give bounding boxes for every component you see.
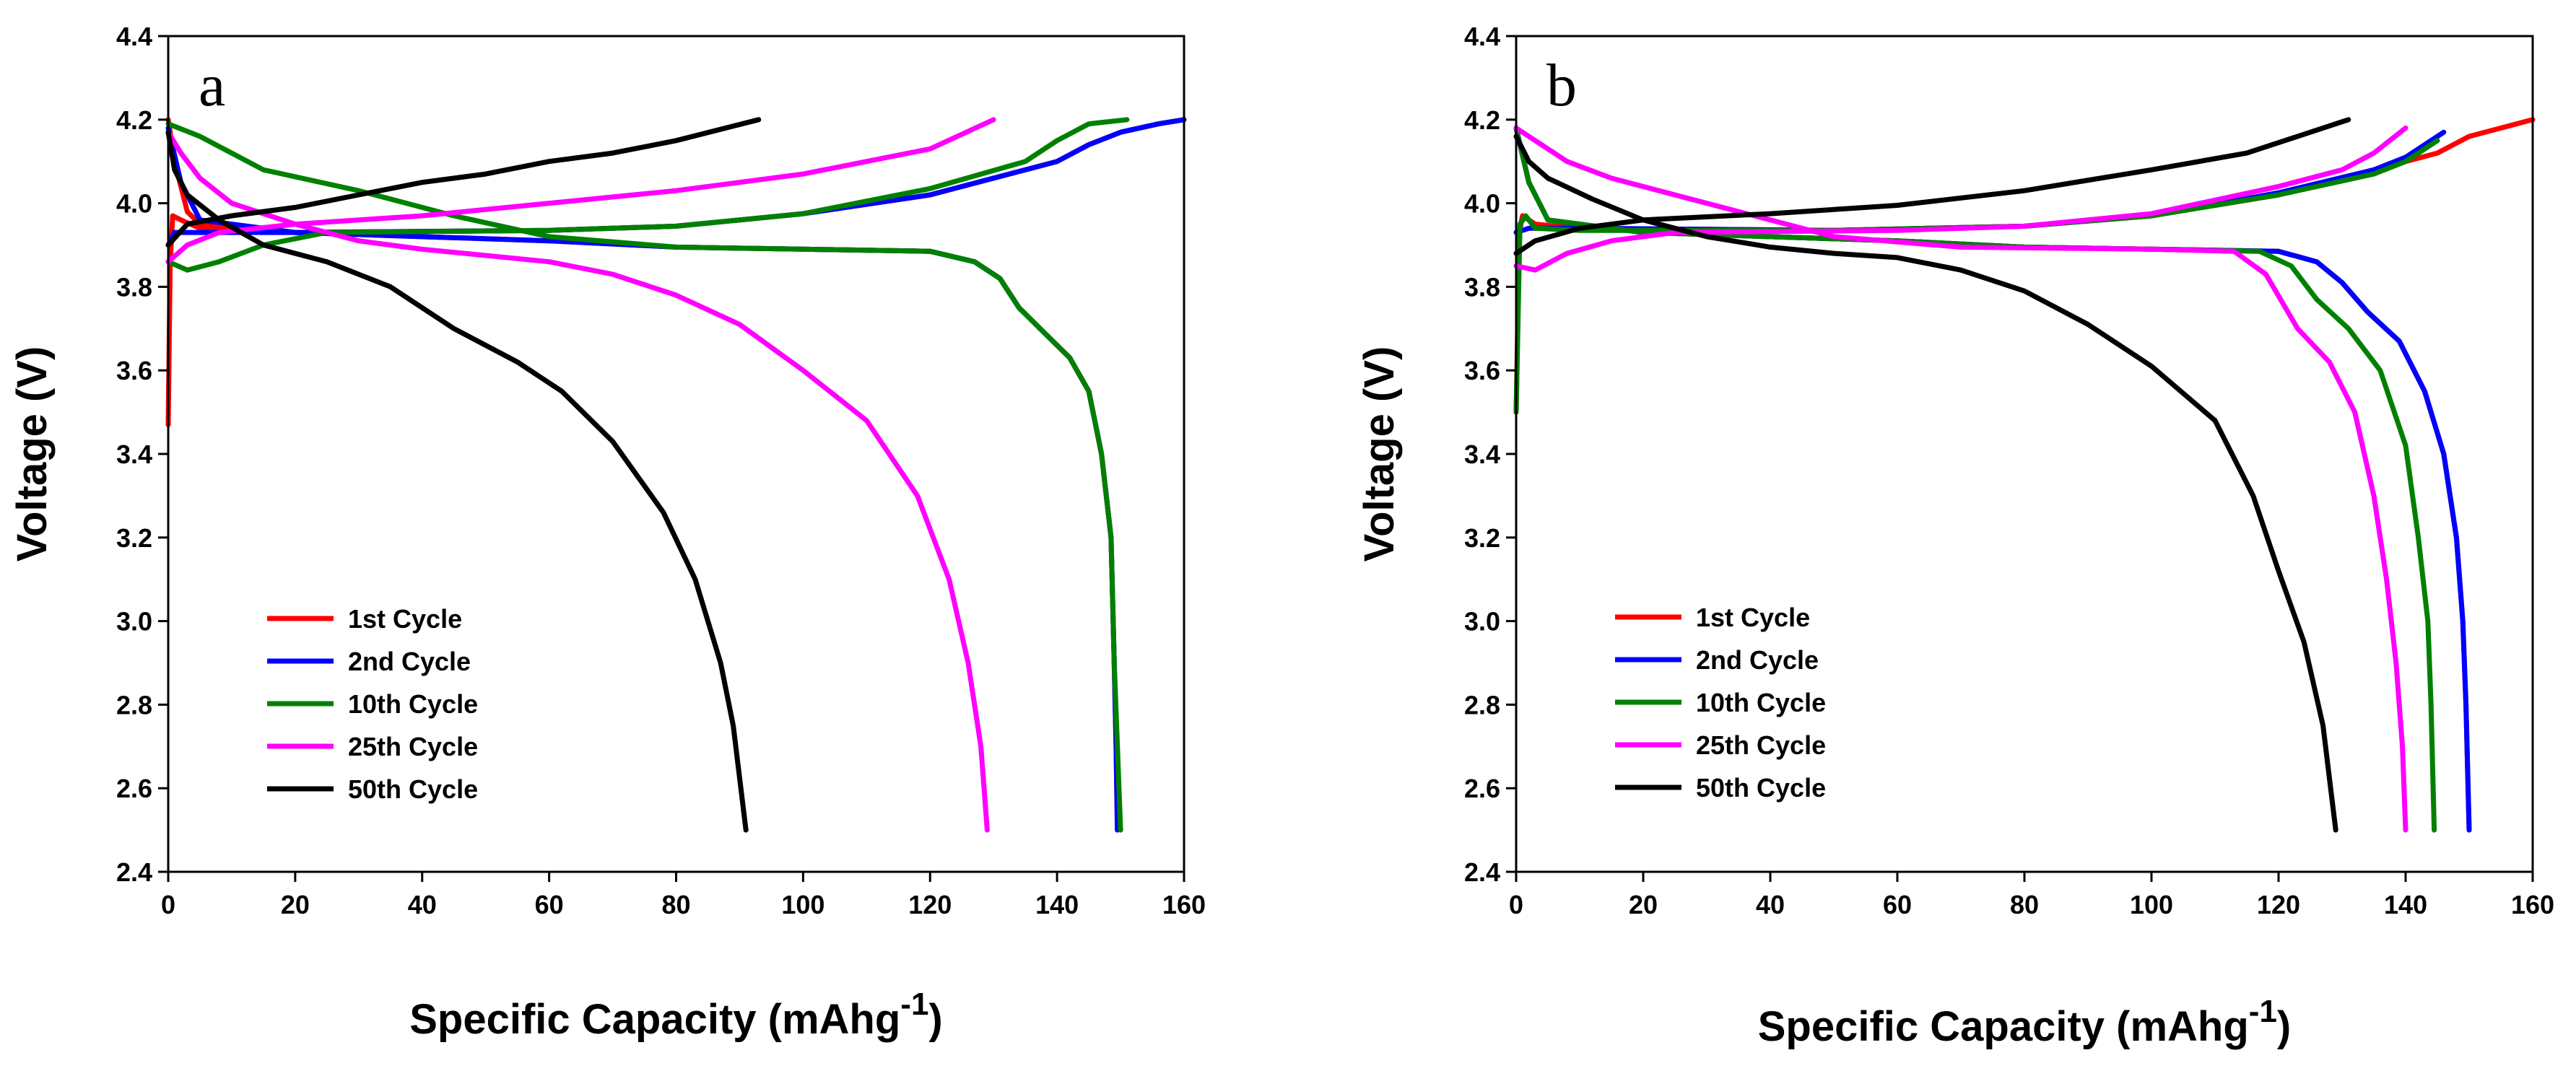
series-line-25th-cycle-discharge xyxy=(165,129,990,833)
legend: 1st Cycle 2nd Cycle 10th Cycle 25th Cycle 50… xyxy=(1615,603,1826,803)
legend-label-50th-cycle: 50th Cycle xyxy=(348,774,478,804)
x-tick-label: 120 xyxy=(908,890,952,919)
series-line-10th-cycle-charge xyxy=(165,117,1130,273)
x-tick-label: 60 xyxy=(535,890,564,919)
chart-panel-b: 0 20 40 60 80 100 120 140 160 2.4 2.6 2.8 3.0 3.2 3.4 3… xyxy=(1356,22,2554,1050)
y-tick-label: 4.0 xyxy=(116,189,152,219)
y-tick-label: 3.6 xyxy=(1464,356,1500,385)
y-tick-label: 2.8 xyxy=(1464,690,1500,720)
y-tick-label: 3.0 xyxy=(116,607,152,637)
panel-label: a xyxy=(199,52,225,119)
series-group xyxy=(1513,117,2536,833)
y-tick-label: 2.6 xyxy=(116,774,152,803)
x-tick-label: 20 xyxy=(1629,890,1658,919)
y-axis-title: Voltage (V) xyxy=(9,346,56,562)
y-tick-label: 3.2 xyxy=(1464,523,1500,553)
y-tick-label: 4.0 xyxy=(1464,189,1500,219)
x-tick-label: 160 xyxy=(2511,890,2554,919)
x-axis-title-superscript: -1 xyxy=(2249,994,2277,1029)
legend-label-25th-cycle: 25th Cycle xyxy=(1696,730,1826,760)
x-axis-title-superscript: -1 xyxy=(900,987,928,1022)
y-tick-label: 3.8 xyxy=(116,272,152,302)
series-line-50th-cycle-charge xyxy=(1513,117,2351,256)
series-line-50th-cycle-discharge xyxy=(1513,134,2338,833)
x-tick-label: 0 xyxy=(1509,890,1523,919)
series-line-1st-cycle-charge xyxy=(165,117,1187,427)
x-tick-label: 120 xyxy=(2257,890,2300,919)
legend-label-1st-cycle: 1st Cycle xyxy=(348,604,462,634)
y-tick-label: 4.4 xyxy=(1464,22,1500,51)
x-tick-label: 60 xyxy=(1883,890,1912,919)
y-tick-label: 4.2 xyxy=(116,105,152,135)
y-tick-label: 2.4 xyxy=(116,857,152,887)
x-tick-label: 40 xyxy=(408,890,437,919)
series-line-25th-cycle-charge xyxy=(1513,125,2409,273)
x-axis-title-close: ) xyxy=(928,996,942,1043)
x-tick-label: 80 xyxy=(661,890,690,919)
legend-label-2nd-cycle: 2nd Cycle xyxy=(1696,645,1819,675)
y-tick-label: 3.0 xyxy=(1464,607,1500,637)
y-tick-label: 3.6 xyxy=(116,356,152,385)
y-tick-label: 3.4 xyxy=(1464,440,1500,469)
y-tick-label: 2.4 xyxy=(1464,857,1500,887)
legend-label-25th-cycle: 25th Cycle xyxy=(348,732,478,761)
series-line-25th-cycle-discharge xyxy=(1513,125,2409,833)
x-axis-title-main: Specific Capacity (mAhg xyxy=(409,996,900,1043)
series-line-10th-cycle-discharge xyxy=(165,121,1123,833)
y-axis-title: Voltage (V) xyxy=(1356,346,1403,562)
series-line-25th-cycle-charge xyxy=(165,117,996,265)
x-axis-title-main: Specific Capacity (mAhg xyxy=(1758,1003,2249,1050)
legend: 1st Cycle 2nd Cycle 10th Cycle 25th Cycle 50… xyxy=(267,604,478,804)
y-tick-label: 3.8 xyxy=(1464,272,1500,302)
y-tick-label: 2.8 xyxy=(116,690,152,720)
y-tick-label: 4.4 xyxy=(116,22,152,51)
x-tick-label: 20 xyxy=(281,890,310,919)
panel-label: b xyxy=(1546,52,1577,119)
series-group xyxy=(165,117,1187,833)
x-axis-title: Specific Capacity (mAhg-1) xyxy=(1758,994,2292,1050)
legend-label-10th-cycle: 10th Cycle xyxy=(1696,688,1826,717)
x-tick-label: 40 xyxy=(1756,890,1785,919)
y-tick-label: 3.4 xyxy=(116,440,152,469)
series-line-50th-cycle-charge xyxy=(165,117,762,248)
x-tick-label: 100 xyxy=(781,890,824,919)
x-axis-title-close: ) xyxy=(2277,1003,2291,1050)
series-line-50th-cycle-discharge xyxy=(165,129,749,833)
x-tick-label: 160 xyxy=(1162,890,1206,919)
legend-label-1st-cycle: 1st Cycle xyxy=(1696,603,1810,632)
y-tick-label: 3.2 xyxy=(116,523,152,553)
x-axis-title: Specific Capacity (mAhg-1) xyxy=(409,987,943,1043)
legend-label-10th-cycle: 10th Cycle xyxy=(348,689,478,719)
legend-label-50th-cycle: 50th Cycle xyxy=(1696,773,1826,803)
x-tick-label: 140 xyxy=(1035,890,1079,919)
legend-label-2nd-cycle: 2nd Cycle xyxy=(348,647,471,676)
x-tick-label: 140 xyxy=(2384,890,2427,919)
y-tick-label: 2.6 xyxy=(1464,774,1500,803)
y-tick-label: 4.2 xyxy=(1464,105,1500,135)
x-tick-label: 80 xyxy=(2010,890,2039,919)
x-tick-label: 100 xyxy=(2130,890,2173,919)
chart-panel-a: 0 20 40 60 80 100 120 140 160 2.4 2.6 2.8 3.0 3.2 3.4 3… xyxy=(9,22,1206,1043)
x-tick-label: 0 xyxy=(161,890,175,919)
